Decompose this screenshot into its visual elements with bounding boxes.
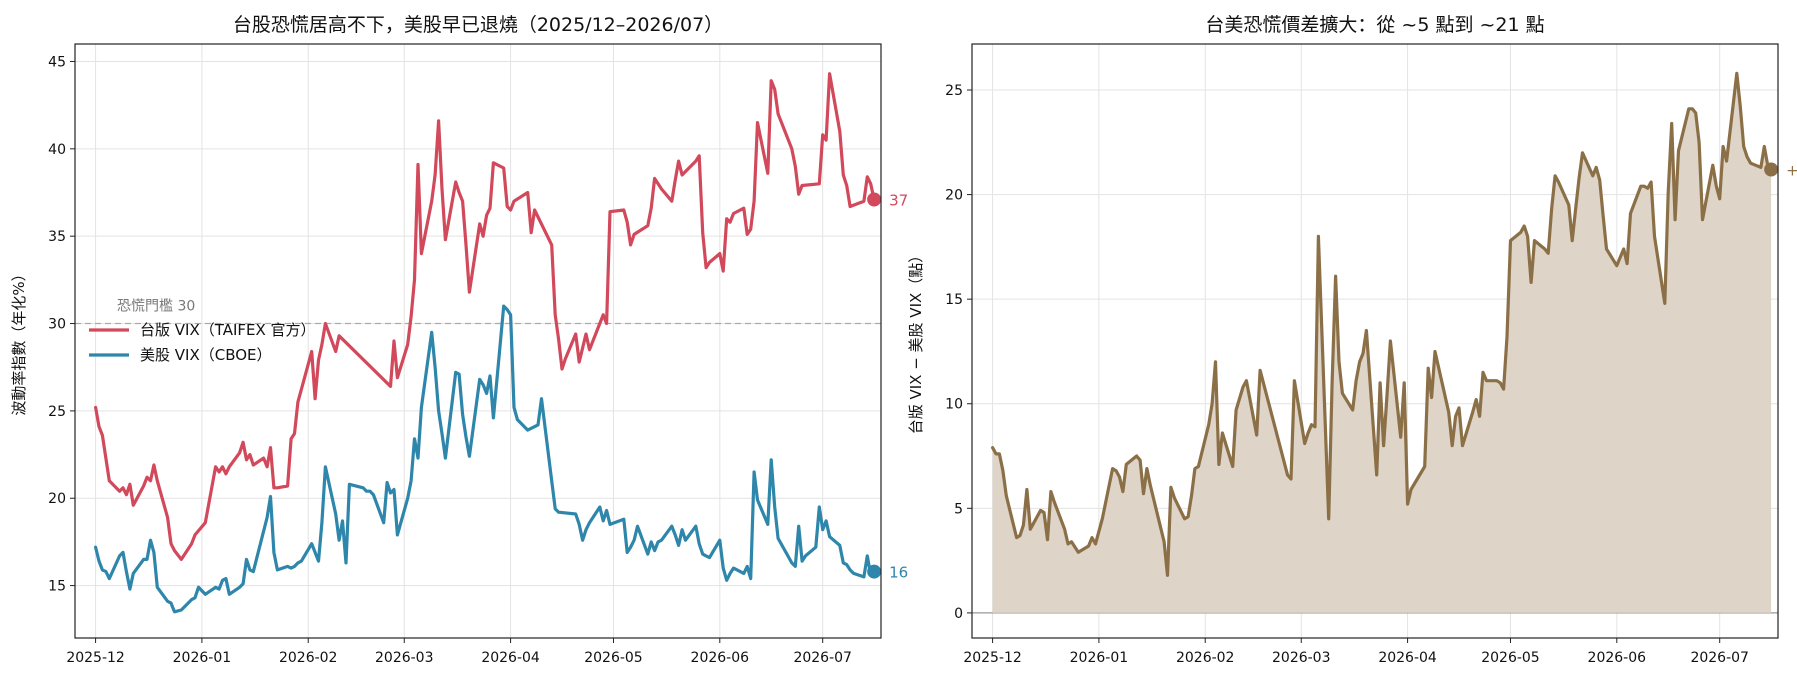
series-end-label: +21 xyxy=(1786,161,1797,179)
x-tick-label: 2026-02 xyxy=(1176,650,1235,666)
plot-frame xyxy=(74,43,882,639)
series-line xyxy=(94,72,876,561)
spread-chart: 台美恐慌價差擴大：從 ~5 點到 ~21 點 台版 VIX − 美股 VIX（點… xyxy=(907,14,1797,666)
x-tick-label: 2026-04 xyxy=(1378,650,1437,666)
x-tick-label: 2025-12 xyxy=(66,650,125,666)
x-tick-label: 2026-03 xyxy=(375,650,434,666)
x-tick-label: 2026-04 xyxy=(481,650,540,666)
x-tick-label: 2025-12 xyxy=(963,650,1022,666)
y-tick-label: 5 xyxy=(954,501,963,517)
tick-labels: 2025-12 2026-01 2026-02 2026-03 2026-04 2026-… xyxy=(945,83,1749,666)
chart-title: 台股恐慌居高不下，美股早已退燒（2025/12–2026/07） xyxy=(233,14,723,36)
tick-labels: 2025-12 2026-01 2026-02 2026-03 2026-04 2026-… xyxy=(48,54,852,666)
y-tick-label: 0 xyxy=(954,606,963,622)
x-tick-label: 2026-07 xyxy=(793,650,852,666)
x-tick-label: 2026-02 xyxy=(279,650,338,666)
y-tick-label: 45 xyxy=(48,54,66,70)
y-tick-label: 25 xyxy=(945,83,963,99)
x-tick-label: 2026-07 xyxy=(1690,650,1749,666)
y-tick-label: 20 xyxy=(945,188,963,204)
spread-area xyxy=(992,73,1772,613)
volatility-chart: 台股恐慌居高不下，美股早已退燒（2025/12–2026/07） 波動率指數（年… xyxy=(10,14,908,666)
x-tick-label: 2026-03 xyxy=(1272,650,1331,666)
y-tick-label: 40 xyxy=(48,142,66,158)
series-end-marker xyxy=(1764,162,1779,177)
series-line xyxy=(991,71,1773,577)
y-tick-label: 10 xyxy=(945,397,963,413)
y-axis-label: 台版 VIX − 美股 VIX（點） xyxy=(907,248,925,435)
x-tick-label: 2026-05 xyxy=(1481,650,1540,666)
x-tick-label: 2026-01 xyxy=(173,650,232,666)
threshold-label: 恐慌門檻 30 xyxy=(117,298,195,315)
y-tick-label: 35 xyxy=(48,229,66,245)
y-tick-label: 15 xyxy=(48,579,66,595)
y-tick-label: 25 xyxy=(48,404,66,420)
legend: 台版 VIX（TAIFEX 官方） 美股 VIX（CBOE） xyxy=(89,321,316,364)
series-line xyxy=(94,304,876,614)
legend-entry: 美股 VIX（CBOE） xyxy=(140,346,272,364)
x-tick-label: 2026-01 xyxy=(1070,650,1129,666)
legend-entry: 台版 VIX（TAIFEX 官方） xyxy=(140,321,316,339)
series-end-marker xyxy=(867,564,882,579)
series-end-marker xyxy=(867,192,882,207)
y-axis-label: 波動率指數（年化%） xyxy=(10,266,28,415)
chart-title: 台美恐慌價差擴大：從 ~5 點到 ~21 點 xyxy=(1205,14,1544,36)
series-end-label: 37 xyxy=(889,191,908,209)
y-tick-label: 20 xyxy=(48,491,66,507)
x-tick-label: 2026-06 xyxy=(691,650,750,666)
x-tick-label: 2026-06 xyxy=(1588,650,1647,666)
series-end-label: 16 xyxy=(889,564,908,582)
y-tick-label: 15 xyxy=(945,292,963,308)
y-tick-label: 30 xyxy=(48,317,66,333)
plot-frame xyxy=(971,43,1779,639)
x-tick-label: 2026-05 xyxy=(584,650,643,666)
